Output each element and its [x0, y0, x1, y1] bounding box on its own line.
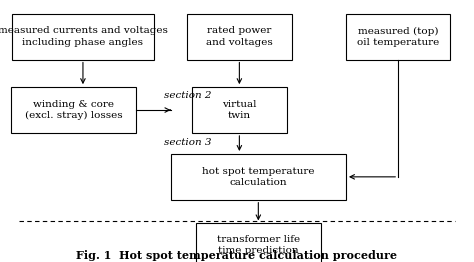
- Text: winding & core
(excl. stray) losses: winding & core (excl. stray) losses: [25, 100, 122, 120]
- Text: measured currents and voltages
including phase angles: measured currents and voltages including…: [0, 26, 168, 47]
- Text: section 3: section 3: [164, 138, 211, 147]
- Bar: [171, 154, 346, 200]
- Bar: [346, 14, 450, 60]
- Text: transformer life
time prediction: transformer life time prediction: [217, 235, 300, 255]
- Text: rated power
and voltages: rated power and voltages: [206, 26, 273, 47]
- Text: virtual
twin: virtual twin: [222, 100, 256, 120]
- Bar: [10, 87, 137, 133]
- Text: hot spot temperature
calculation: hot spot temperature calculation: [202, 167, 315, 187]
- Bar: [192, 87, 287, 133]
- Bar: [195, 223, 321, 262]
- Bar: [12, 14, 154, 60]
- Text: section 2: section 2: [164, 91, 211, 100]
- Text: Fig. 1  Hot spot temperature calculation procedure: Fig. 1 Hot spot temperature calculation …: [76, 250, 398, 261]
- Bar: [187, 14, 292, 60]
- Text: measured (top)
oil temperature: measured (top) oil temperature: [357, 26, 439, 47]
